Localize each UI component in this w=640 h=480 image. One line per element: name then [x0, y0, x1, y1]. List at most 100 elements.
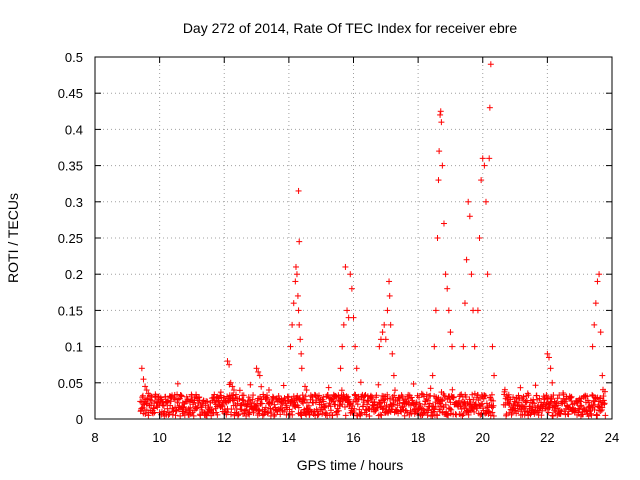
data-point: [592, 300, 599, 307]
noise-point: [177, 391, 184, 398]
noise-point: [269, 393, 276, 400]
noise-point: [381, 399, 388, 406]
noise-point: [338, 387, 345, 394]
data-point: [294, 292, 301, 299]
data-point: [489, 343, 496, 350]
data-point: [599, 372, 606, 379]
data-point: [347, 271, 354, 278]
labels-layer: 8 10 12 14 16 18 20 22 24 0 0.05 0.1 0.15 0.2 0.25 0.3 0…: [58, 50, 620, 445]
noise-point: [246, 409, 253, 416]
data-point: [292, 263, 299, 270]
data-point: [544, 350, 551, 357]
noise-point: [550, 392, 557, 399]
chart-title: Day 272 of 2014, Rate Of TEC Index for r…: [183, 20, 518, 36]
data-point: [255, 368, 262, 375]
noise-point: [302, 393, 309, 400]
noise-point: [271, 413, 278, 420]
noise-point: [187, 404, 194, 411]
noise-point: [239, 396, 246, 403]
noise-point: [470, 396, 477, 403]
noise-point: [341, 403, 348, 410]
x-tick-label: 18: [411, 430, 425, 445]
data-point: [487, 61, 494, 68]
noise-point: [258, 383, 265, 390]
noise-point: [335, 407, 342, 414]
noise-point: [202, 402, 209, 409]
noise-point: [555, 402, 562, 409]
data-point: [350, 314, 357, 321]
noise-point: [449, 386, 456, 393]
y-tick-label: 0.15: [58, 303, 83, 318]
data-point: [339, 343, 346, 350]
noise-point: [410, 380, 417, 387]
noise-point: [262, 404, 269, 411]
noise-point: [544, 395, 551, 402]
x-tick-label: 8: [91, 430, 98, 445]
noise-point: [324, 412, 331, 419]
data-point: [440, 220, 447, 227]
noise-point: [602, 412, 609, 419]
noise-point: [250, 392, 257, 399]
noise-point: [594, 412, 601, 419]
noise-point: [296, 394, 303, 401]
noise-point: [488, 391, 495, 398]
noise-point: [455, 397, 462, 404]
data-point: [439, 162, 446, 169]
noise-point: [303, 399, 310, 406]
noise-point: [227, 411, 234, 418]
x-tick-label: 14: [282, 430, 296, 445]
data-point: [290, 300, 297, 307]
data-point: [376, 343, 383, 350]
noise-point: [285, 394, 292, 401]
noise-point: [461, 398, 468, 405]
noise-point: [302, 410, 309, 417]
noise-point: [325, 384, 332, 391]
noise-point: [139, 394, 146, 401]
x-tick-label: 16: [346, 430, 360, 445]
noise-point: [271, 411, 278, 418]
noise-point: [345, 396, 352, 403]
noise-point: [319, 410, 326, 417]
data-point: [138, 365, 145, 372]
noise-point: [320, 398, 327, 405]
data-point: [482, 198, 489, 205]
noise-point: [567, 404, 574, 411]
data-point: [545, 354, 552, 361]
noise-point: [601, 400, 608, 407]
data-point: [461, 300, 468, 307]
noise-point: [177, 412, 184, 419]
noise-point: [245, 394, 252, 401]
noise-point: [515, 392, 522, 399]
points-layer: [137, 61, 609, 420]
x-tick-label: 10: [152, 430, 166, 445]
data-point: [478, 177, 485, 184]
data-point: [253, 365, 260, 372]
data-point: [344, 307, 351, 314]
noise-point: [378, 412, 385, 419]
noise-point: [256, 408, 263, 415]
data-point: [491, 372, 498, 379]
data-point: [484, 271, 491, 278]
noise-point: [334, 411, 341, 418]
data-point: [140, 376, 147, 383]
y-tick-label: 0.05: [58, 376, 83, 391]
data-point: [465, 198, 472, 205]
noise-point: [204, 398, 211, 405]
data-point: [287, 343, 294, 350]
y-tick-label: 0.2: [65, 267, 83, 282]
noise-point: [166, 410, 173, 417]
noise-point: [240, 392, 247, 399]
noise-point: [450, 393, 457, 400]
data-point: [481, 162, 488, 169]
noise-point: [289, 411, 296, 418]
data-point: [436, 148, 443, 155]
noise-point: [281, 408, 288, 415]
noise-point: [553, 405, 560, 412]
noise-point: [299, 392, 306, 399]
data-point: [444, 285, 451, 292]
noise-point: [448, 406, 455, 413]
data-point: [476, 235, 483, 241]
noise-point: [234, 400, 241, 407]
noise-point: [265, 386, 272, 393]
noise-point: [478, 401, 485, 408]
